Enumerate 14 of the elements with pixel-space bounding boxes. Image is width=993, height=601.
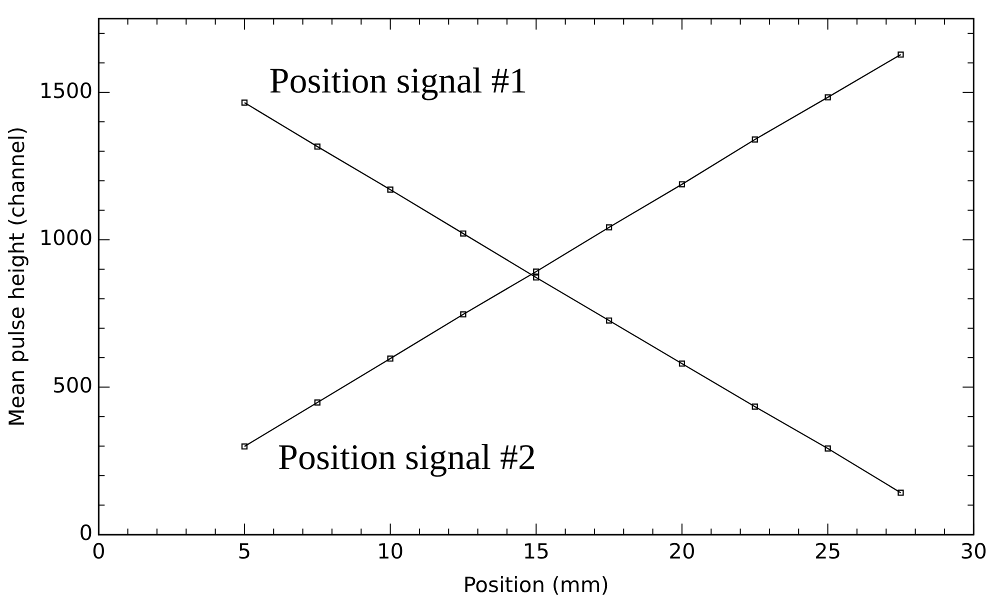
x-tick-label: 30 — [960, 540, 988, 564]
y-axis-title: Mean pulse height (channel) — [5, 126, 30, 427]
y-tick-label: 1000 — [39, 226, 93, 250]
x-tick-label: 15 — [522, 540, 550, 564]
y-tick-label: 1500 — [39, 78, 93, 103]
x-axis-title: Position (mm) — [463, 572, 610, 597]
annotation: Position signal #2 — [278, 437, 536, 478]
annotation: Position signal #1 — [269, 60, 528, 101]
y-tick-label: 0 — [79, 521, 93, 546]
x-tick-label: 10 — [376, 540, 404, 564]
y-tick-label: 500 — [52, 374, 93, 398]
x-tick-label: 20 — [668, 540, 696, 564]
x-tick-label: 25 — [814, 540, 842, 564]
x-tick-label: 5 — [238, 540, 252, 564]
